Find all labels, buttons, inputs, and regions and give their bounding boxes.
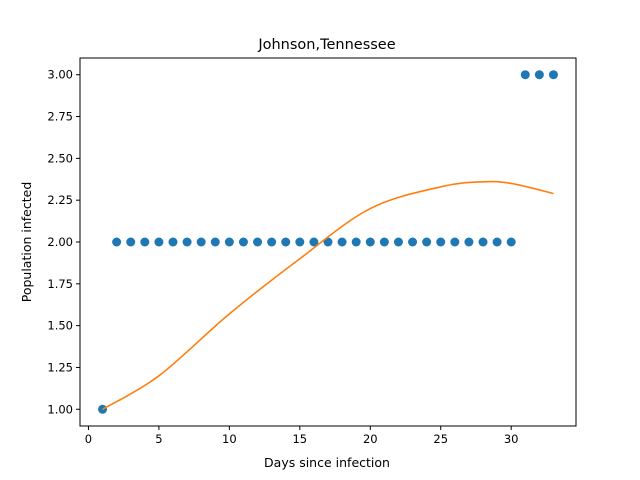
x-tick-label: 20 [363, 432, 378, 446]
data-point [534, 70, 544, 80]
data-point [210, 237, 220, 247]
y-tick-label: 2.25 [47, 193, 73, 207]
data-point [478, 237, 488, 247]
fit-line [102, 180, 554, 410]
x-tick-label: 0 [85, 432, 92, 446]
data-point [393, 237, 403, 247]
x-axis-label: Days since infection [264, 455, 390, 470]
x-tick-label: 30 [504, 432, 519, 446]
data-point [309, 237, 319, 247]
data-point [450, 237, 460, 247]
data-point [506, 237, 516, 247]
data-point [492, 237, 502, 247]
y-tick-label: 2.00 [47, 235, 73, 249]
data-point [351, 237, 361, 247]
data-point [140, 237, 150, 247]
data-point [168, 237, 178, 247]
data-point [520, 70, 530, 80]
data-point [436, 237, 446, 247]
x-tick-label: 25 [433, 432, 448, 446]
y-tick-label: 1.75 [47, 277, 73, 291]
y-axis-label: Population infected [19, 182, 34, 303]
data-point [281, 237, 291, 247]
data-point [182, 237, 192, 247]
x-tick-label: 10 [222, 432, 237, 446]
y-tick-label: 1.00 [47, 402, 73, 416]
data-point [196, 237, 206, 247]
data-point [154, 237, 164, 247]
data-point [267, 237, 277, 247]
plot-area: 0 5 10 15 20 25 30 1.00 1.25 1.50 1.75 2.00 2.25 2.50… [47, 57, 577, 446]
x-tick-label: 5 [155, 432, 162, 446]
y-tick-label: 2.50 [47, 151, 73, 165]
data-point [365, 237, 375, 247]
data-point [464, 237, 474, 247]
chart-title: Johnson,Tennessee [257, 37, 395, 53]
data-point [112, 237, 122, 247]
data-point [548, 70, 558, 80]
y-tick-label: 2.75 [47, 110, 73, 124]
data-point [295, 237, 305, 247]
data-point [224, 237, 234, 247]
data-point [379, 237, 389, 247]
data-point [337, 237, 347, 247]
y-tick-label: 1.25 [47, 360, 73, 374]
y-tick-label: 3.00 [47, 68, 73, 82]
data-point [253, 237, 263, 247]
data-point [126, 237, 136, 247]
y-tick-label: 1.50 [47, 319, 73, 333]
data-point [323, 237, 333, 247]
data-point [408, 237, 418, 247]
data-point [422, 237, 432, 247]
x-tick-label: 15 [292, 432, 307, 446]
data-point [238, 237, 248, 247]
